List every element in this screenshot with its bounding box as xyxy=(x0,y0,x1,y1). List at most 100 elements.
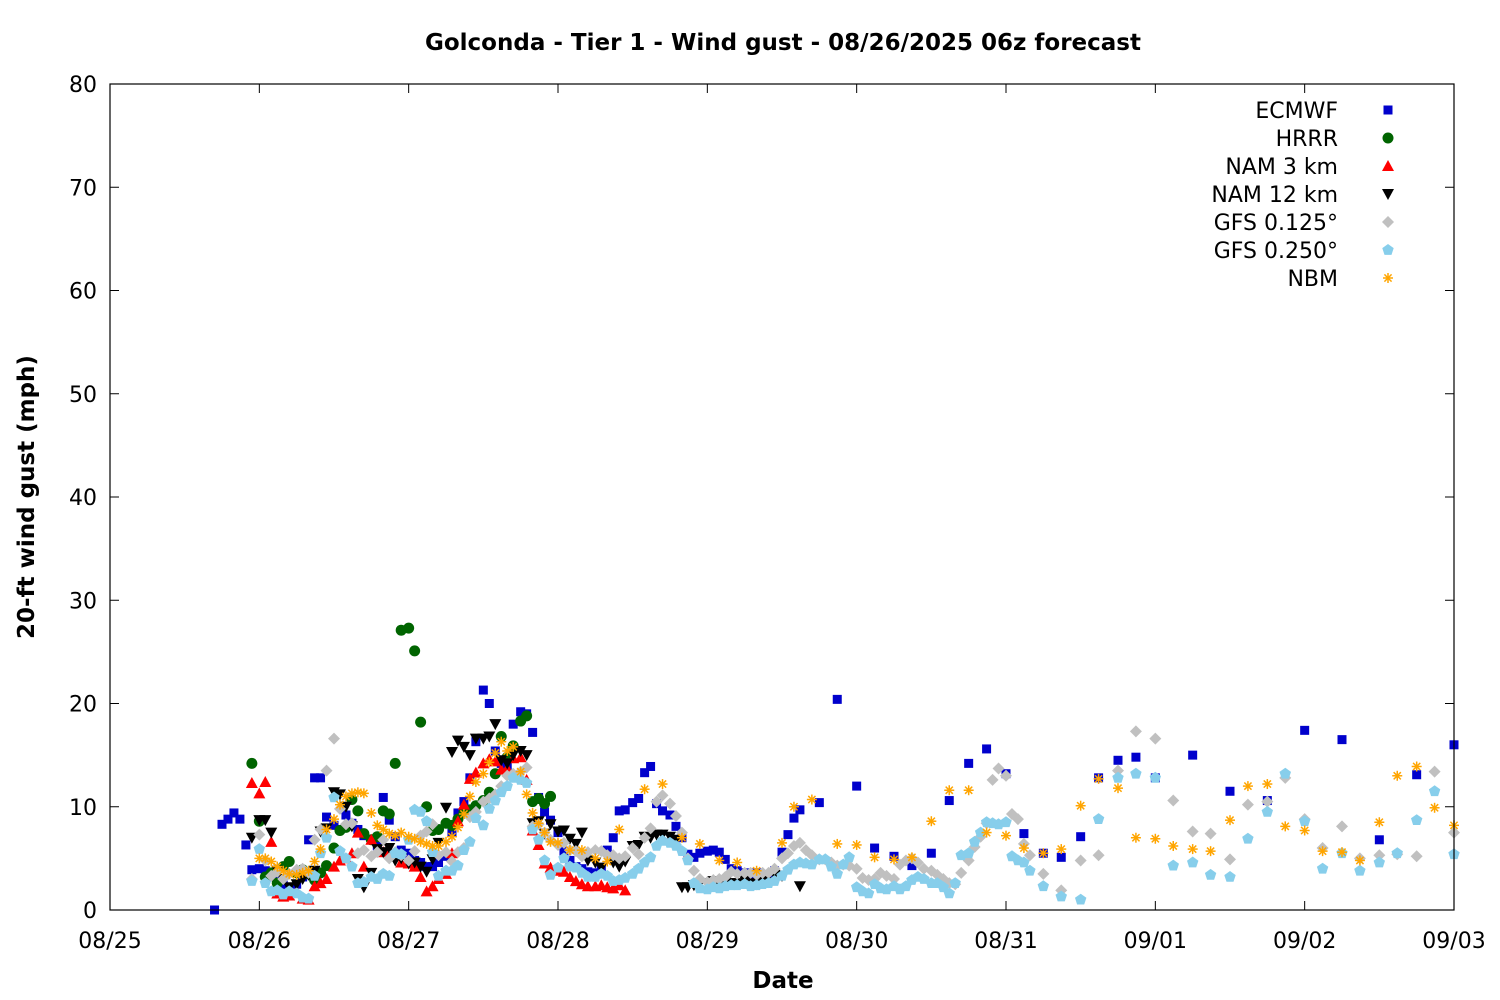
data-point xyxy=(1113,783,1123,794)
legend-label: GFS 0.250° xyxy=(1214,239,1338,264)
legend-label: HRRR xyxy=(1276,127,1338,152)
data-point xyxy=(949,877,961,888)
data-point xyxy=(638,831,651,844)
data-point xyxy=(463,750,476,762)
data-point xyxy=(632,839,645,851)
data-point xyxy=(1429,802,1440,813)
data-point xyxy=(1373,849,1386,862)
data-point xyxy=(464,791,475,802)
data-point xyxy=(656,789,669,802)
data-point xyxy=(607,882,620,894)
data-point xyxy=(671,821,681,831)
data-point-stroke xyxy=(1001,831,1011,840)
data-point-stroke xyxy=(553,838,563,848)
data-point xyxy=(1113,755,1123,765)
data-point-stroke xyxy=(534,819,543,828)
data-point xyxy=(383,869,395,881)
data-point-stroke xyxy=(964,786,973,795)
data-point xyxy=(358,788,369,799)
x-tick-label: 09/03 xyxy=(1422,929,1485,954)
data-point xyxy=(515,766,526,777)
data-point-stroke xyxy=(907,853,917,862)
data-point xyxy=(557,825,570,837)
data-point xyxy=(832,694,842,704)
data-point xyxy=(565,855,575,865)
data-point xyxy=(1092,849,1105,862)
data-point xyxy=(334,845,346,856)
data-point xyxy=(777,847,787,857)
data-point xyxy=(320,831,333,843)
data-point xyxy=(428,862,438,872)
legend-marker xyxy=(1383,105,1393,115)
data-point xyxy=(464,835,476,847)
data-point xyxy=(558,852,570,864)
data-point xyxy=(259,877,271,888)
x-tick-label: 08/31 xyxy=(974,929,1037,954)
data-point xyxy=(926,848,936,858)
data-point xyxy=(229,808,239,818)
data-point xyxy=(869,852,880,863)
data-point xyxy=(943,887,955,899)
legend-label: NAM 12 km xyxy=(1211,183,1338,208)
data-point xyxy=(357,844,370,857)
data-point xyxy=(676,832,687,843)
data-point xyxy=(862,887,875,899)
data-point-stroke xyxy=(410,834,419,843)
data-point xyxy=(619,850,632,863)
data-point-stroke xyxy=(603,857,612,866)
data-point-stroke xyxy=(367,808,376,818)
data-point-stroke xyxy=(285,869,294,878)
data-point-stroke xyxy=(789,802,799,811)
data-point xyxy=(351,826,364,838)
data-point xyxy=(544,819,557,831)
data-point-stroke xyxy=(982,828,991,837)
data-point xyxy=(1242,781,1253,792)
data-point xyxy=(253,843,265,854)
data-point xyxy=(253,787,266,799)
data-point xyxy=(384,815,394,825)
data-point xyxy=(1149,771,1161,783)
data-point xyxy=(501,769,514,782)
data-point xyxy=(235,814,245,824)
data-point xyxy=(246,757,258,769)
data-point xyxy=(613,861,626,873)
data-point xyxy=(470,812,482,823)
data-point xyxy=(1167,794,1180,807)
data-point xyxy=(420,815,433,827)
data-point xyxy=(259,815,272,827)
data-point-stroke xyxy=(428,841,437,851)
data-point xyxy=(1019,829,1029,839)
data-point xyxy=(434,858,444,868)
data-point xyxy=(569,838,582,850)
data-point xyxy=(1187,856,1199,868)
data-point xyxy=(1037,880,1049,892)
data-point xyxy=(308,833,321,846)
data-point xyxy=(483,802,495,814)
data-point xyxy=(422,862,432,872)
data-point-stroke xyxy=(577,845,587,855)
data-point xyxy=(495,755,508,767)
data-point xyxy=(825,860,837,872)
data-point-stroke xyxy=(1281,822,1290,831)
data-point xyxy=(265,835,278,847)
data-point xyxy=(1168,840,1179,851)
data-point xyxy=(720,854,730,864)
data-point xyxy=(333,789,346,801)
data-point-stroke xyxy=(485,758,494,767)
y-tick-label: 10 xyxy=(69,796,97,821)
data-point xyxy=(469,766,482,778)
chart-title: Golconda - Tier 1 - Wind gust - 08/26/20… xyxy=(425,30,1141,56)
data-point xyxy=(514,745,527,757)
data-point xyxy=(694,838,705,849)
legend-label: GFS 0.125° xyxy=(1214,211,1338,236)
data-point xyxy=(1410,850,1423,863)
data-point xyxy=(1037,867,1050,880)
legend-marker xyxy=(1383,273,1393,283)
data-point xyxy=(246,875,258,886)
data-point xyxy=(563,870,576,882)
data-point xyxy=(320,873,333,885)
data-point xyxy=(321,860,333,872)
data-point xyxy=(328,791,340,803)
data-point xyxy=(521,789,532,800)
